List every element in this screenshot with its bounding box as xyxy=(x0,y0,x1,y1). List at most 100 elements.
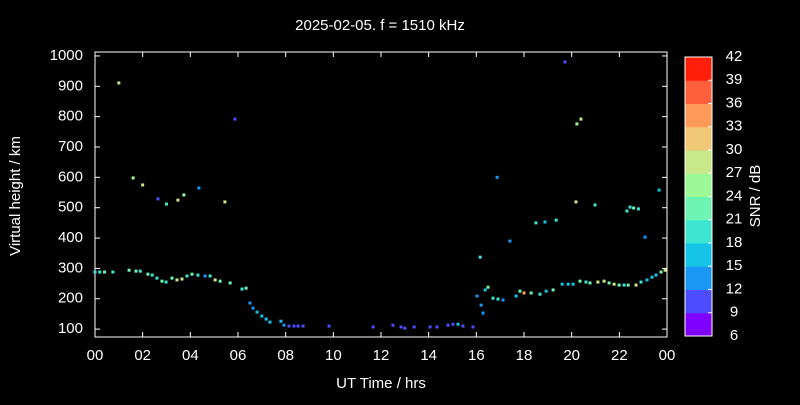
data-point xyxy=(190,272,194,276)
data-point xyxy=(185,274,189,278)
data-point xyxy=(571,282,575,286)
data-point xyxy=(522,291,526,295)
y-tick-label: 900 xyxy=(58,77,83,94)
data-point xyxy=(228,281,232,285)
data-point xyxy=(544,289,548,293)
data-point xyxy=(412,325,416,329)
data-point xyxy=(596,280,600,284)
x-tick-label: 02 xyxy=(134,347,151,364)
data-point xyxy=(584,280,588,284)
y-tick-label: 700 xyxy=(58,138,83,155)
data-point xyxy=(287,324,291,328)
data-point xyxy=(156,197,160,201)
colorbar-label: SNR / dB xyxy=(747,165,764,228)
colorbar-segment xyxy=(685,57,712,81)
data-point xyxy=(514,294,518,298)
y-tick-label: 600 xyxy=(58,168,83,185)
x-tick-label: 22 xyxy=(611,347,628,364)
data-point xyxy=(223,200,227,204)
data-point xyxy=(268,320,272,324)
x-tick-label: 16 xyxy=(468,347,485,364)
colorbar-tick-label: 21 xyxy=(726,211,743,228)
data-point xyxy=(327,324,331,328)
data-point xyxy=(593,203,597,207)
data-point xyxy=(650,275,654,279)
colorbar-tick-label: 24 xyxy=(726,187,743,204)
data-point xyxy=(98,270,102,274)
colorbar-segment xyxy=(685,243,712,267)
colorbar-tick-label: 18 xyxy=(726,234,743,251)
data-point xyxy=(260,314,264,318)
data-point xyxy=(233,117,237,121)
chart-title: 2025-02-05. f = 1510 kHz xyxy=(295,17,465,34)
colorbar-segment xyxy=(685,289,712,314)
data-point xyxy=(244,286,248,290)
data-point xyxy=(626,283,630,287)
colorbar-tick-label: 9 xyxy=(730,304,738,321)
y-tick-label: 400 xyxy=(58,229,83,246)
data-point xyxy=(138,269,142,273)
x-tick-label: 00 xyxy=(659,347,676,364)
data-point xyxy=(491,296,495,300)
data-point xyxy=(371,325,375,329)
data-point xyxy=(160,279,164,283)
data-point xyxy=(554,218,558,222)
data-point xyxy=(534,221,538,225)
data-point xyxy=(645,278,649,282)
data-point xyxy=(518,289,522,293)
data-point xyxy=(248,301,252,305)
x-tick-label: 12 xyxy=(373,347,390,364)
data-point xyxy=(495,175,499,179)
data-point xyxy=(486,285,490,289)
plot-frame xyxy=(94,51,668,338)
data-point xyxy=(218,279,222,283)
data-point xyxy=(93,270,97,274)
data-point xyxy=(255,310,259,314)
y-tick-label: 500 xyxy=(58,199,83,216)
data-point xyxy=(175,278,179,282)
data-point xyxy=(213,278,217,282)
data-point xyxy=(538,292,542,296)
data-point xyxy=(475,294,479,298)
data-point xyxy=(292,324,296,328)
data-point xyxy=(643,235,647,239)
data-point xyxy=(165,202,168,206)
data-point xyxy=(264,317,268,321)
data-point xyxy=(399,325,403,329)
colorbar-segment xyxy=(685,196,712,221)
data-point xyxy=(164,280,168,284)
data-point xyxy=(456,322,460,326)
data-point xyxy=(478,255,482,259)
data-point xyxy=(632,206,636,210)
data-point xyxy=(659,270,663,274)
data-point xyxy=(560,282,564,286)
data-point xyxy=(176,198,180,202)
data-point xyxy=(208,274,212,278)
data-point xyxy=(240,287,244,291)
data-point xyxy=(578,279,582,283)
data-point xyxy=(625,209,629,213)
x-axis-label: UT Time / hrs xyxy=(336,375,426,392)
y-tick-label: 1000 xyxy=(50,47,83,64)
data-point xyxy=(579,117,583,121)
colorbar-segment xyxy=(685,150,712,174)
colorbar-segment xyxy=(685,103,712,128)
y-tick-label: 800 xyxy=(58,108,83,125)
data-point xyxy=(471,325,475,329)
x-tick-label: 00 xyxy=(87,347,104,364)
colorbar-segment xyxy=(685,126,712,151)
data-point xyxy=(529,291,533,295)
colorbar-tick-label: 30 xyxy=(726,141,743,158)
data-point xyxy=(446,323,450,327)
data-point xyxy=(479,303,483,307)
colorbar-segment xyxy=(685,312,712,337)
x-tick-label: 08 xyxy=(277,347,294,364)
data-point xyxy=(483,288,487,292)
data-point xyxy=(607,281,611,285)
data-point xyxy=(501,298,505,302)
data-point xyxy=(296,324,300,328)
data-point xyxy=(628,205,632,209)
data-point xyxy=(134,269,138,273)
